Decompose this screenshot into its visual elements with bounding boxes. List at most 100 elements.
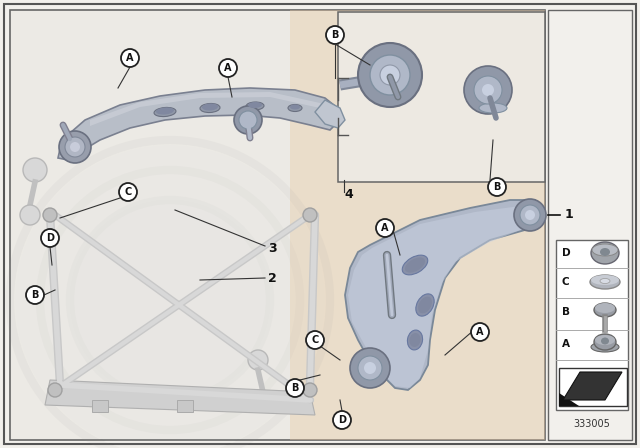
Ellipse shape [594,334,616,350]
Circle shape [358,356,382,380]
Ellipse shape [416,294,434,316]
Ellipse shape [248,102,262,108]
Text: 3: 3 [268,241,276,254]
Circle shape [482,84,494,96]
Text: C: C [312,335,319,345]
Text: C: C [562,277,570,287]
Circle shape [43,208,57,222]
Circle shape [234,106,262,134]
Polygon shape [290,10,545,440]
Circle shape [326,26,344,44]
Ellipse shape [600,279,610,284]
Text: 2: 2 [268,271,276,284]
Circle shape [70,142,80,152]
Circle shape [520,205,540,225]
Text: B: B [493,182,500,192]
Polygon shape [345,200,542,390]
Circle shape [370,55,410,95]
Circle shape [23,158,47,182]
Circle shape [471,323,489,341]
Circle shape [254,391,272,409]
Ellipse shape [601,337,609,345]
FancyBboxPatch shape [338,12,545,182]
Text: D: D [338,415,346,425]
Ellipse shape [591,275,619,285]
Text: A: A [126,53,134,63]
Polygon shape [58,88,340,160]
Polygon shape [45,380,315,415]
Ellipse shape [595,335,615,345]
Ellipse shape [405,258,425,272]
Text: B: B [562,307,570,317]
Circle shape [219,59,237,77]
Ellipse shape [408,330,422,350]
Circle shape [121,49,139,67]
Text: A: A [381,223,388,233]
Circle shape [26,286,44,304]
Ellipse shape [590,275,620,289]
Circle shape [380,65,400,85]
Text: A: A [224,63,232,73]
Circle shape [303,383,317,397]
Text: A: A [476,327,484,337]
Ellipse shape [154,108,176,116]
Polygon shape [559,393,579,406]
Ellipse shape [591,242,619,264]
Text: A: A [562,339,570,349]
FancyBboxPatch shape [4,4,636,444]
Ellipse shape [594,303,616,317]
Text: 1: 1 [565,208,573,221]
Text: D: D [46,233,54,243]
FancyBboxPatch shape [556,240,628,410]
Polygon shape [348,205,536,388]
Text: B: B [291,383,299,393]
Circle shape [48,383,62,397]
Ellipse shape [595,303,615,313]
Circle shape [248,350,268,370]
Circle shape [488,178,506,196]
Ellipse shape [591,342,619,352]
Ellipse shape [202,103,218,111]
FancyBboxPatch shape [548,10,632,440]
Circle shape [41,229,59,247]
Text: B: B [31,290,38,300]
Circle shape [303,208,317,222]
Ellipse shape [402,255,428,275]
Circle shape [474,76,502,104]
Circle shape [59,131,91,163]
Text: D: D [562,248,571,258]
Circle shape [514,199,546,231]
Circle shape [364,362,376,374]
Ellipse shape [600,248,610,256]
Circle shape [333,411,351,429]
Ellipse shape [246,102,264,110]
Circle shape [239,111,257,129]
Ellipse shape [418,297,432,313]
Circle shape [358,43,422,107]
Circle shape [286,379,304,397]
Circle shape [65,137,85,157]
Ellipse shape [410,333,420,347]
Circle shape [464,66,512,114]
Polygon shape [90,92,330,126]
Circle shape [119,183,137,201]
Circle shape [350,348,390,388]
Ellipse shape [200,103,220,112]
FancyBboxPatch shape [10,10,545,440]
Circle shape [525,210,535,220]
Text: 4: 4 [344,189,353,202]
FancyBboxPatch shape [559,368,627,406]
FancyBboxPatch shape [92,400,108,412]
Ellipse shape [479,103,507,113]
Ellipse shape [288,104,302,112]
Ellipse shape [290,104,300,109]
Circle shape [306,331,324,349]
Circle shape [20,205,40,225]
Circle shape [376,219,394,237]
Text: 333005: 333005 [573,419,611,429]
Text: B: B [332,30,339,40]
Ellipse shape [156,108,174,115]
Polygon shape [315,100,345,128]
Polygon shape [563,372,622,400]
Text: C: C [124,187,132,197]
